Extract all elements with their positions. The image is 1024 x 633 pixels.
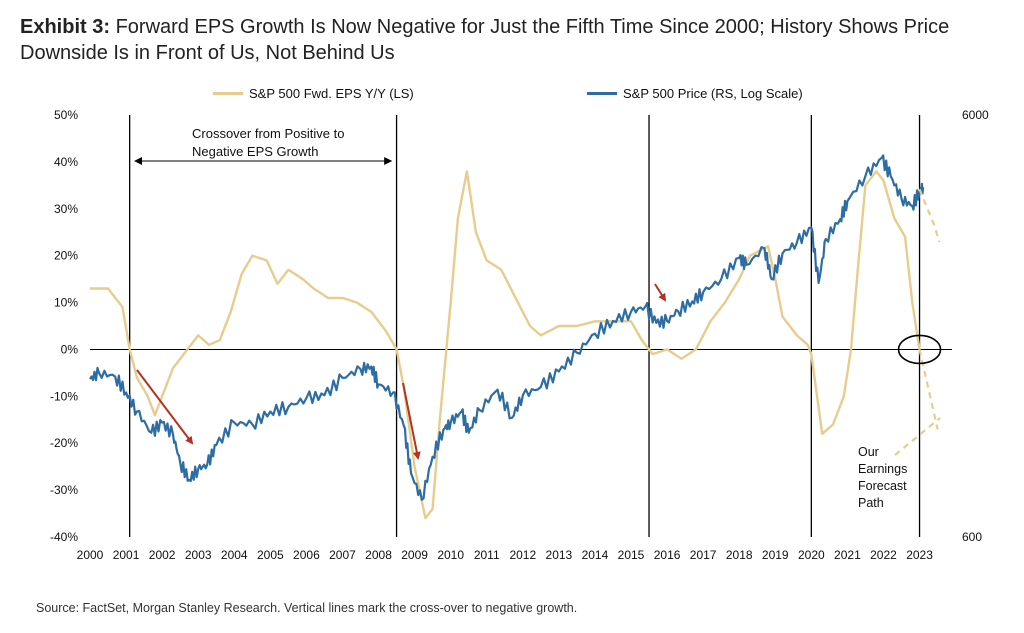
forecast-label-line: Our xyxy=(858,445,879,459)
legend-label-price: S&P 500 Price (RS, Log Scale) xyxy=(623,86,803,101)
x-tick-label: 2019 xyxy=(762,548,789,562)
red-arrow-2008 xyxy=(402,382,421,460)
legend-item-eps: S&P 500 Fwd. EPS Y/Y (LS) xyxy=(213,86,414,101)
left-tick-label: -40% xyxy=(50,530,78,544)
left-tick-label: 50% xyxy=(54,108,78,122)
crossover-label-line1: Crossover from Positive to xyxy=(192,126,344,141)
source-note: Source: FactSet, Morgan Stanley Research… xyxy=(36,601,578,615)
forecast-path-price xyxy=(918,188,941,243)
legend: S&P 500 Fwd. EPS Y/Y (LS) S&P 500 Price … xyxy=(0,86,1024,108)
x-tick-label: 2020 xyxy=(798,548,825,562)
right-tick-label: 600 xyxy=(962,530,982,544)
chart-svg: 50% 40% 30% 20% 10% 0% -10% -20% -30% -40% 6000 600… xyxy=(50,108,989,562)
forecast-label-line: Earnings xyxy=(858,462,907,476)
chart-title: Exhibit 3: Forward EPS Growth Is Now Neg… xyxy=(20,14,1010,66)
left-tick-label: 40% xyxy=(54,155,78,169)
x-tick-label: 2015 xyxy=(618,548,645,562)
red-arrow-2015 xyxy=(654,283,667,302)
x-tick-label: 2001 xyxy=(113,548,140,562)
crossover-label-line2: Negative EPS Growth xyxy=(192,144,318,159)
x-tick-label: 2022 xyxy=(870,548,897,562)
x-tick-label: 2000 xyxy=(77,548,104,562)
x-tick-label: 2008 xyxy=(365,548,392,562)
legend-label-eps: S&P 500 Fwd. EPS Y/Y (LS) xyxy=(249,86,414,101)
legend-swatch-price xyxy=(587,92,617,95)
title-text: Forward EPS Growth Is Now Negative for J… xyxy=(20,16,950,64)
x-tick-label: 2007 xyxy=(329,548,356,562)
x-tick-label: 2006 xyxy=(293,548,320,562)
x-tick-label: 2017 xyxy=(690,548,717,562)
x-tick-label: 2021 xyxy=(834,548,861,562)
x-tick-label: 2002 xyxy=(149,548,176,562)
x-tick-label: 2011 xyxy=(474,548,500,562)
exhibit-label: Exhibit 3: xyxy=(20,16,111,38)
x-tick-label: 2003 xyxy=(185,548,212,562)
forecast-label-line: Path xyxy=(858,496,884,510)
left-tick-label: -20% xyxy=(50,436,78,450)
x-tick-label: 2018 xyxy=(726,548,753,562)
x-tick-label: 2023 xyxy=(906,548,933,562)
legend-swatch-eps xyxy=(213,92,243,95)
left-tick-label: 0% xyxy=(61,342,79,356)
x-tick-label: 2010 xyxy=(437,548,464,562)
left-tick-label: -10% xyxy=(50,389,78,403)
left-tick-label: -30% xyxy=(50,483,78,497)
right-tick-label: 6000 xyxy=(962,108,989,122)
x-tick-label: 2014 xyxy=(582,548,609,562)
series-line-eps xyxy=(90,170,921,520)
x-tick-label: 2004 xyxy=(221,548,248,562)
series-line-price xyxy=(89,154,925,501)
x-tick-label: 2012 xyxy=(509,548,536,562)
left-tick-label: 30% xyxy=(54,202,78,216)
legend-item-price: S&P 500 Price (RS, Log Scale) xyxy=(587,86,803,101)
x-tick-label: 2005 xyxy=(257,548,284,562)
x-tick-label: 2016 xyxy=(654,548,681,562)
left-tick-label: 10% xyxy=(54,296,78,310)
x-tick-label: 2009 xyxy=(401,548,428,562)
x-tick-label: 2013 xyxy=(546,548,573,562)
forecast-label-line: Forecast xyxy=(858,479,907,493)
current-crossover-circle xyxy=(897,334,942,365)
red-arrow-2001 xyxy=(136,369,194,445)
left-tick-label: 20% xyxy=(54,249,78,263)
forecast-pointer-line xyxy=(894,417,941,456)
